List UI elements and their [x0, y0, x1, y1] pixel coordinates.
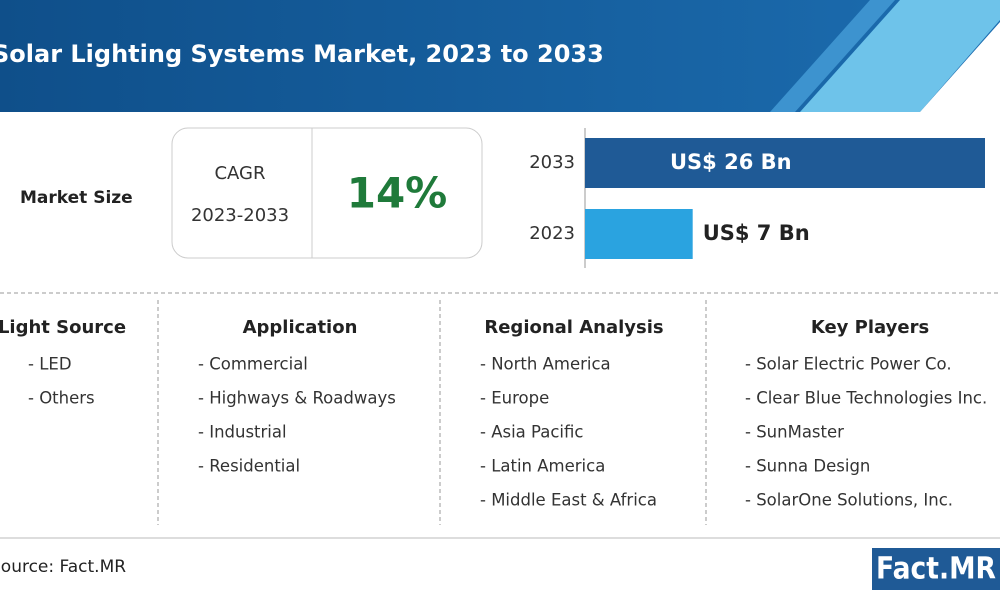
column-item: - Sunna Design — [745, 457, 870, 476]
column-item: - Others — [28, 389, 95, 408]
header-stripe — [770, 0, 895, 112]
title: Solar Lighting Systems Market, 2023 to 2… — [0, 40, 604, 68]
bar-category: 2033 — [529, 152, 575, 173]
column-item: - SunMaster — [745, 423, 844, 442]
market-size-label: Market Size — [20, 188, 133, 208]
column-item: - Middle East & Africa — [480, 491, 657, 510]
column-heading: Application — [243, 317, 358, 338]
source: Source: Fact.MR — [0, 557, 126, 577]
cagr-period: 2023-2033 — [191, 205, 289, 226]
column-item: - Residential — [198, 457, 300, 476]
bar — [585, 138, 985, 188]
column-item: - Europe — [480, 389, 549, 408]
column-item: - Latin America — [480, 457, 605, 476]
cagr-value: 14% — [347, 169, 448, 218]
columns: Light Source - LED - Others Application - Co… — [0, 317, 987, 510]
column-item: - SolarOne Solutions, Inc. — [745, 491, 953, 510]
bar-value-label: US$ 7 Bn — [703, 221, 810, 245]
column-item: - Highways & Roadways — [198, 389, 396, 408]
cagr-label: CAGR — [214, 163, 265, 184]
bar-category: 2023 — [529, 223, 575, 244]
header-stripe — [800, 0, 1000, 112]
column-item: - Asia Pacific — [480, 423, 583, 442]
bar-chart: 2033 US$ 26 Bn 2023 US$ 7 Bn — [529, 138, 985, 259]
column-heading: Regional Analysis — [484, 317, 663, 338]
column-item: - Commercial — [198, 355, 308, 374]
bar — [585, 209, 693, 259]
logo: Fact.MR — [876, 552, 996, 587]
cagr-box — [171, 127, 483, 259]
column-heading: Key Players — [811, 317, 929, 338]
column-item: - Industrial — [198, 423, 287, 442]
column-item: - Solar Electric Power Co. — [745, 355, 952, 374]
column-item: - LED — [28, 355, 72, 374]
bar-value-label: US$ 26 Bn — [670, 150, 792, 174]
column-item: - Clear Blue Technologies Inc. — [745, 389, 987, 408]
header-corner — [920, 22, 1000, 112]
column-item: - North America — [480, 355, 611, 374]
logo-box — [872, 548, 1000, 590]
column-heading: Light Source — [0, 317, 126, 338]
